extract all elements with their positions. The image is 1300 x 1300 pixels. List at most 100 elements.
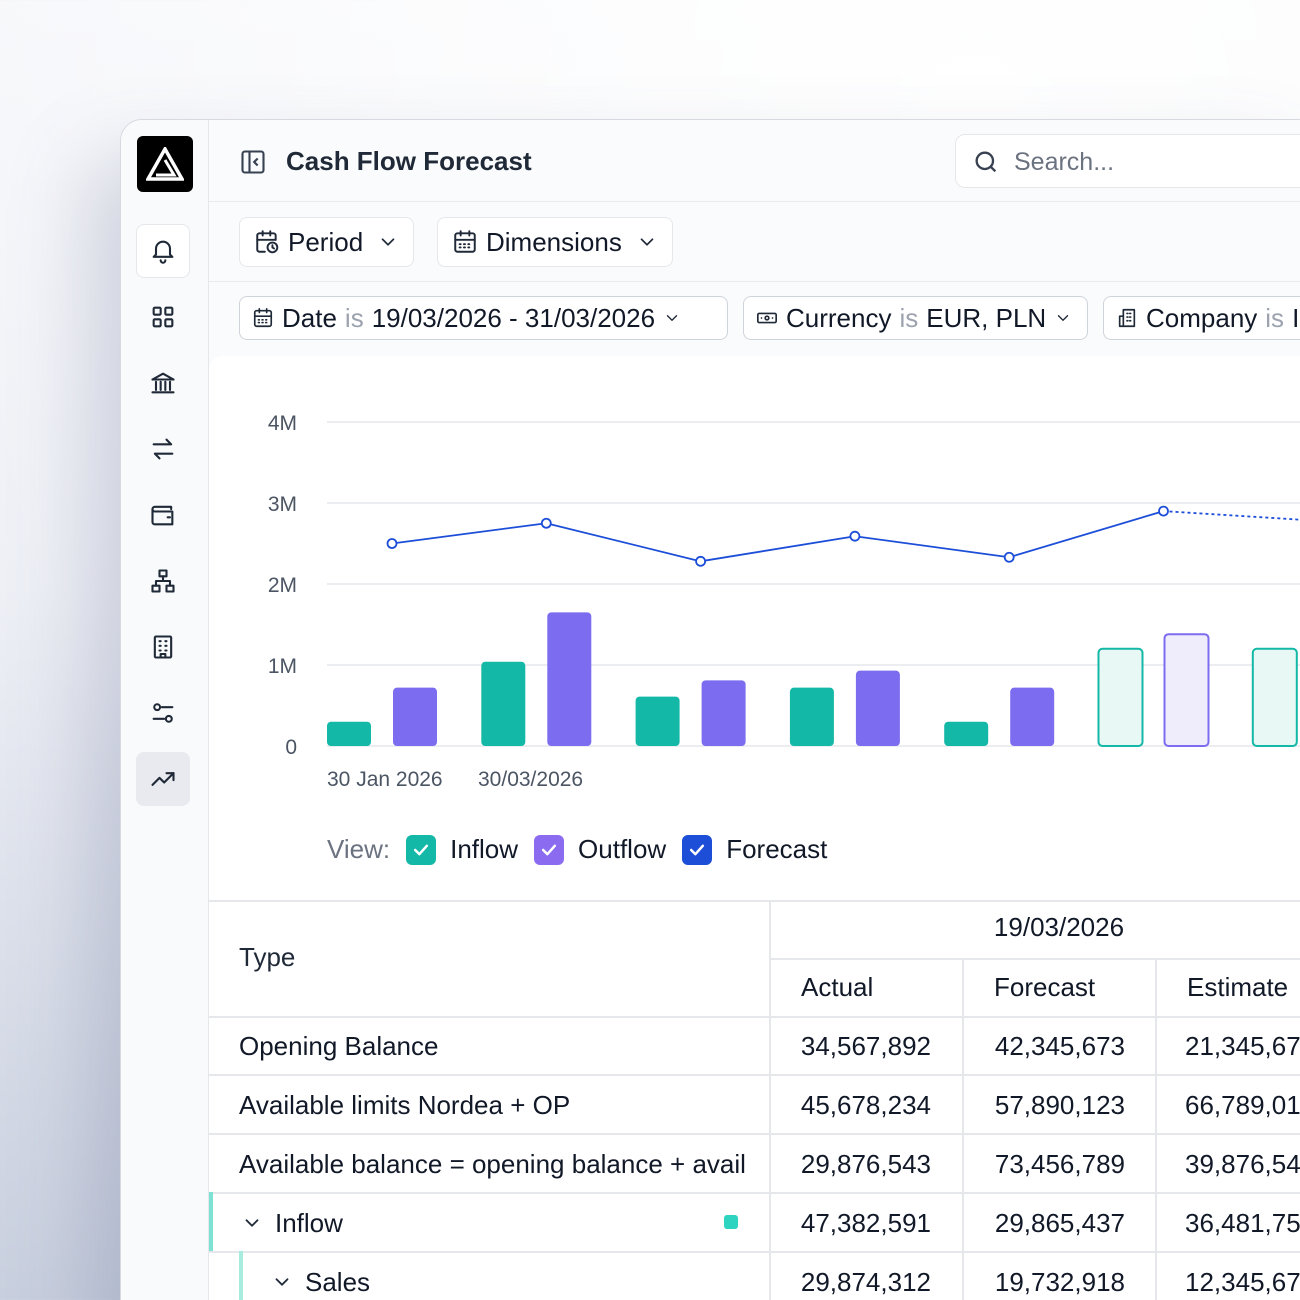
outflow-bar bbox=[393, 687, 437, 746]
legend-label-forecast: Forecast bbox=[726, 834, 828, 864]
y-tick-label: 2M bbox=[268, 574, 297, 597]
forecast-line bbox=[854, 535, 1010, 559]
filter-field: Date bbox=[282, 302, 337, 333]
table-cell: 29,874,312 bbox=[800, 1267, 931, 1297]
building-icon bbox=[153, 635, 173, 659]
nav-banks[interactable] bbox=[136, 356, 190, 410]
check-icon bbox=[690, 844, 705, 855]
header: Cash Flow Forecast bbox=[209, 120, 1300, 202]
y-tick-label: 3M bbox=[268, 493, 297, 516]
x-tick-label: 30 Jan 2026 bbox=[327, 768, 443, 791]
legend-label-inflow: Inflow bbox=[450, 834, 519, 864]
filter-value: 19/03/2026 - 31/03/2026 bbox=[371, 302, 656, 333]
forecast-point bbox=[386, 538, 398, 549]
nav-dashboard[interactable] bbox=[136, 290, 190, 344]
filter-chip-company[interactable]: Company is I bbox=[1103, 296, 1300, 340]
outflow-bar bbox=[1163, 633, 1210, 747]
nav-notifications[interactable] bbox=[136, 224, 190, 278]
forecast-point bbox=[540, 517, 552, 529]
transfer-icon bbox=[152, 438, 174, 460]
logo-icon bbox=[146, 147, 184, 181]
search-icon bbox=[975, 151, 997, 173]
filter-field: Currency bbox=[786, 302, 892, 333]
filter-chip-currency[interactable]: Currency is EUR, PLN bbox=[743, 296, 1088, 340]
app-logo[interactable] bbox=[137, 136, 193, 192]
filter-field: Company bbox=[1146, 302, 1258, 333]
filter-chip-date[interactable]: Date is 19/03/2026 - 31/03/2026 bbox=[239, 296, 728, 340]
nav-settings[interactable] bbox=[136, 686, 190, 740]
filter-operator: is bbox=[899, 302, 919, 333]
outflow-checkbox[interactable] bbox=[534, 834, 565, 865]
inflow-bar bbox=[944, 721, 989, 746]
toolbar: Period Dimensions bbox=[209, 202, 1300, 282]
chevron-down-icon bbox=[245, 1219, 259, 1227]
sidebar bbox=[121, 120, 209, 1300]
nav-companies[interactable] bbox=[136, 620, 190, 674]
sliders-icon bbox=[152, 703, 174, 723]
column-header-actual[interactable]: Actual bbox=[801, 972, 874, 1002]
divider bbox=[209, 1192, 1300, 1194]
forecast-point bbox=[1003, 551, 1015, 563]
chevron-down-icon bbox=[666, 315, 678, 321]
period-dropdown[interactable]: Period bbox=[239, 217, 415, 267]
y-tick-label: 0 bbox=[285, 736, 297, 759]
inflow-color-swatch bbox=[724, 1215, 738, 1229]
divider bbox=[962, 958, 964, 1300]
calendar-clock-icon bbox=[256, 230, 279, 254]
sales-row-indicator bbox=[239, 1251, 243, 1300]
bank-icon bbox=[151, 372, 175, 394]
page-title: Cash Flow Forecast bbox=[286, 146, 532, 176]
row-label-inflow: Inflow bbox=[275, 1208, 343, 1238]
divider bbox=[209, 900, 1300, 902]
nav-cash-flow[interactable] bbox=[136, 752, 190, 806]
chevron-down-icon bbox=[275, 1278, 289, 1286]
table-cell: 29,876,543 bbox=[800, 1149, 931, 1179]
divider bbox=[1155, 958, 1157, 1300]
inflow-bar bbox=[1251, 647, 1298, 747]
wallet-icon bbox=[151, 505, 174, 526]
inflow-bar bbox=[481, 661, 526, 746]
forecast-checkbox[interactable] bbox=[682, 834, 713, 865]
y-tick-label: 4M bbox=[268, 412, 297, 435]
calendar-icon bbox=[253, 308, 273, 328]
table-cell: 47,382,591 bbox=[800, 1208, 931, 1238]
cash-flow-table: Type 19/03/2026 Actual Forecast Estimate… bbox=[209, 900, 1300, 1300]
inflow-checkbox[interactable] bbox=[406, 834, 437, 865]
nav-transfers[interactable] bbox=[136, 422, 190, 476]
sidebar-collapse-button[interactable] bbox=[239, 148, 267, 176]
inflow-bar bbox=[1097, 647, 1144, 747]
table-cell: 57,890,123 bbox=[994, 1090, 1125, 1120]
chevron-down-icon bbox=[381, 238, 395, 246]
company-icon bbox=[1118, 308, 1136, 328]
calendar-icon bbox=[454, 230, 476, 253]
table-cell: 39,876,54 bbox=[1185, 1149, 1300, 1179]
table-cell: 66,789,01 bbox=[1185, 1090, 1300, 1120]
banknote-icon bbox=[757, 312, 777, 324]
column-header-forecast[interactable]: Forecast bbox=[994, 972, 1096, 1002]
legend-label-outflow: Outflow bbox=[578, 834, 667, 864]
column-header-estimate[interactable]: Estimate bbox=[1187, 972, 1289, 1002]
table-cell: 34,567,892 bbox=[800, 1031, 931, 1061]
row-label-opening-balance: Opening Balance bbox=[239, 1031, 439, 1061]
row-label-sales: Sales bbox=[305, 1267, 371, 1297]
cash-flow-chart: 4M 3M 2M 1M 0 30 Jan 2026 30/03/2026 View: Inf… bbox=[209, 356, 1300, 900]
search-input[interactable] bbox=[1014, 147, 1300, 177]
nav-structure[interactable] bbox=[136, 554, 190, 608]
chart-canvas: 4M 3M 2M 1M 0 30 Jan 2026 30/03/2026 bbox=[268, 412, 1300, 791]
x-tick-label: 30/03/2026 bbox=[478, 768, 583, 791]
outflow-bar bbox=[547, 612, 592, 746]
sales-expand-toggle[interactable] bbox=[271, 1271, 293, 1293]
row-label-available-balance: Available balance = opening balance + av… bbox=[239, 1149, 746, 1179]
inflow-expand-toggle[interactable] bbox=[241, 1212, 263, 1234]
nav-wallet[interactable] bbox=[136, 488, 190, 542]
bell-icon bbox=[152, 240, 174, 264]
filter-operator: is bbox=[344, 302, 364, 333]
dimensions-dropdown[interactable]: Dimensions bbox=[437, 217, 673, 267]
table-cell: 36,481,75 bbox=[1185, 1208, 1300, 1238]
dashboard-icon bbox=[152, 306, 174, 328]
column-header-type: Type bbox=[239, 942, 296, 972]
search-box[interactable] bbox=[955, 134, 1300, 188]
table-cell: 29,865,437 bbox=[994, 1208, 1125, 1238]
app-window: Cash Flow Forecast Period Dimensions Dat… bbox=[120, 119, 1300, 1300]
outflow-bar bbox=[1010, 687, 1055, 746]
